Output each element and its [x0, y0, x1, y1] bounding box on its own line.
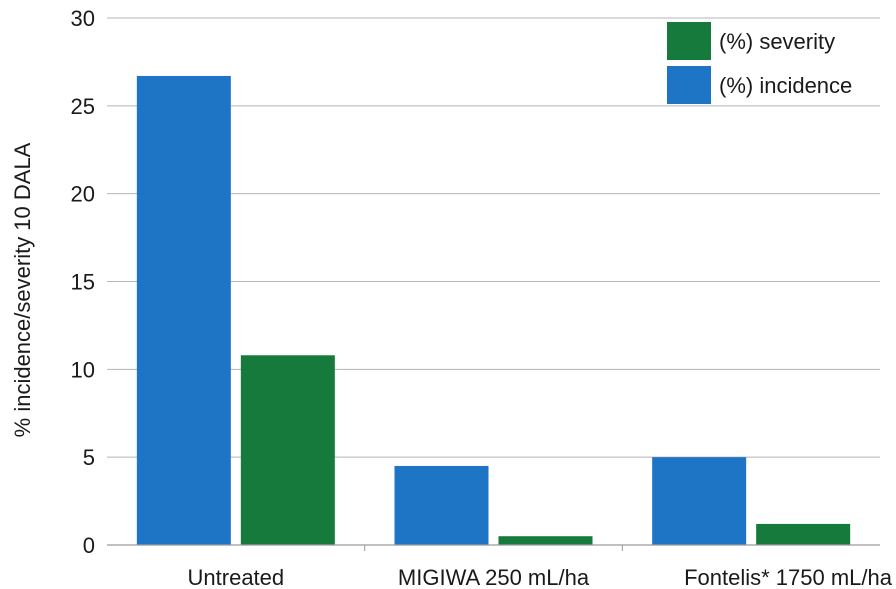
- bar-incidence-1: [394, 465, 489, 545]
- legend-label: (%) incidence: [719, 73, 852, 98]
- bar-severity-1: [498, 536, 593, 545]
- y-tick-label: 20: [71, 182, 95, 207]
- y-tick-label: 30: [71, 6, 95, 31]
- bar-incidence-0: [136, 75, 231, 545]
- y-axis-label: % incidence/severity 10 DALA: [10, 142, 35, 437]
- x-tick-label: Untreated: [188, 565, 285, 589]
- y-tick-label: 10: [71, 357, 95, 382]
- y-tick-label: 0: [83, 533, 95, 558]
- bar-severity-0: [240, 355, 335, 545]
- legend: (%) severity (%) incidence: [667, 22, 852, 104]
- legend-swatch: [667, 66, 711, 104]
- bar-incidence-2: [652, 457, 747, 545]
- x-tick-label: MIGIWA 250 mL/ha: [398, 565, 590, 589]
- y-tick-label: 5: [83, 445, 95, 470]
- bars: [136, 75, 851, 545]
- legend-label: (%) severity: [719, 29, 835, 54]
- gridlines: [107, 17, 880, 546]
- y-tick-label: 15: [71, 270, 95, 295]
- y-axis: 0 5 10 15 20 25 30: [71, 6, 95, 558]
- x-tick-label: Fontelis* 1750 mL/ha: [684, 565, 893, 589]
- y-tick-label: 25: [71, 94, 95, 119]
- bar-severity-2: [756, 523, 851, 545]
- legend-swatch: [667, 22, 711, 60]
- x-axis: Untreated MIGIWA 250 mL/ha Fontelis* 1750 …: [107, 544, 893, 589]
